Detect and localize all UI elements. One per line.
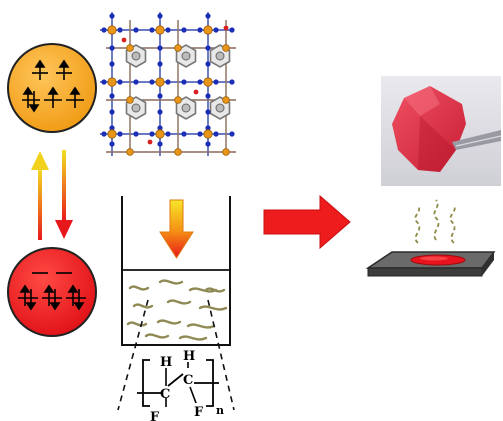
big-down-arrow <box>159 199 194 259</box>
atom-c2: C <box>183 373 193 388</box>
fiber-strand <box>144 333 170 339</box>
composite-film-photo <box>381 76 502 186</box>
fiber-strand <box>166 299 192 305</box>
beaker-icon <box>117 196 235 411</box>
atom-h1: H <box>160 355 172 370</box>
fiber-strand <box>204 287 226 293</box>
spin-crossover-equilibrium-arrows <box>31 150 73 240</box>
fiber-strand <box>198 305 228 311</box>
repeat-subscript: n <box>216 404 224 417</box>
fiber-strand <box>186 323 216 329</box>
heated-plate-icon <box>365 199 496 277</box>
mof-crystal-structure-icon <box>100 12 236 156</box>
atom-c1: C <box>160 387 170 402</box>
fiber-strand <box>178 335 208 341</box>
low-spin-state-icon <box>7 247 97 337</box>
fiber-strand <box>156 319 182 325</box>
pvdf-repeat-unit: H H C C F F n <box>137 349 224 421</box>
atom-f1: F <box>150 410 160 421</box>
vapor-wisps <box>414 199 456 244</box>
fiber-strand <box>158 279 184 285</box>
polymer-fibers <box>126 279 228 341</box>
atom-f2: F <box>194 405 204 420</box>
fiber-strand <box>126 321 148 327</box>
high-spin-state-icon <box>7 43 97 133</box>
atom-h2: H <box>183 349 195 364</box>
right-process-arrow <box>263 194 351 250</box>
fiber-strand <box>132 303 154 309</box>
fiber-strand <box>128 285 150 291</box>
